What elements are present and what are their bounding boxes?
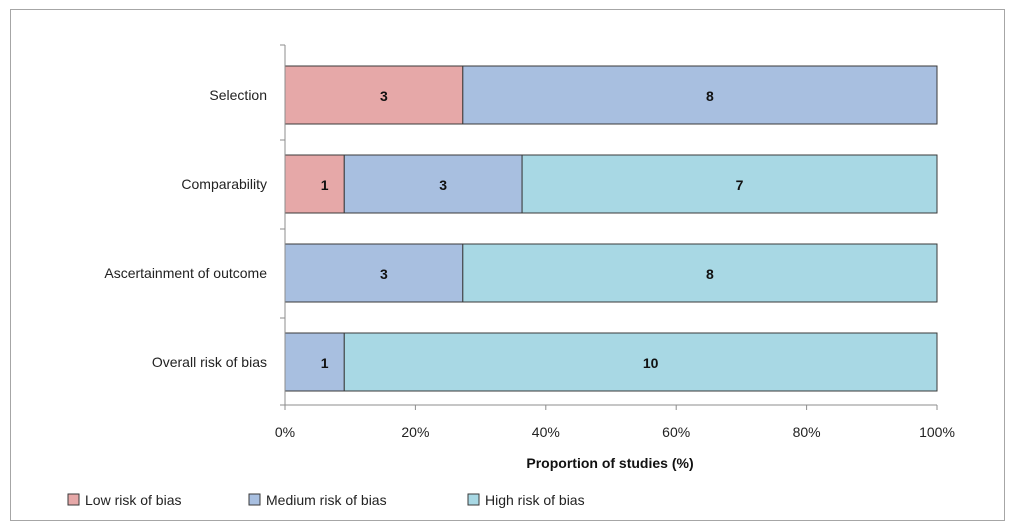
legend-label: Low risk of bias xyxy=(85,492,181,508)
legend-label: High risk of bias xyxy=(485,492,585,508)
legend-swatch xyxy=(248,493,261,506)
data-label: 8 xyxy=(706,266,714,282)
x-axis-title: Proportion of studies (%) xyxy=(526,455,693,471)
category-label: Ascertainment of outcome xyxy=(104,265,267,281)
category-label: Overall risk of bias xyxy=(152,354,267,370)
category-label: Comparability xyxy=(181,176,267,192)
legend-swatch xyxy=(67,493,80,506)
bar-segment xyxy=(284,243,464,303)
x-tick-label: 100% xyxy=(919,424,955,440)
x-tick-label: 40% xyxy=(532,424,560,440)
x-tick-label: 60% xyxy=(662,424,690,440)
x-tick-label: 80% xyxy=(793,424,821,440)
legend-label: Medium risk of bias xyxy=(266,492,387,508)
data-label: 10 xyxy=(643,355,659,371)
x-tick-label: 20% xyxy=(401,424,429,440)
data-label: 3 xyxy=(380,266,388,282)
labels-layer: 0% 20% 40% 60% 80% 100% Selection 3 8 Comparabili… xyxy=(104,87,955,440)
data-label: 1 xyxy=(321,177,329,193)
x-tick-label: 0% xyxy=(275,424,295,440)
category-label: Selection xyxy=(209,87,267,103)
bar-segment xyxy=(462,65,938,125)
bar-segment xyxy=(521,154,938,214)
bar-segment xyxy=(284,332,345,392)
bars-layer xyxy=(284,65,938,392)
axis-layer xyxy=(280,44,938,410)
bar-segment xyxy=(284,154,345,214)
bar-segment xyxy=(284,65,464,125)
data-label: 8 xyxy=(706,88,714,104)
legend: Low risk of bias Medium risk of bias High … xyxy=(67,492,585,508)
legend-swatch xyxy=(467,493,480,506)
bar-segment xyxy=(462,243,938,303)
data-label: 7 xyxy=(736,177,744,193)
bar-segment xyxy=(343,154,523,214)
bar-segment xyxy=(343,332,938,392)
data-label: 1 xyxy=(321,355,329,371)
data-label: 3 xyxy=(439,177,447,193)
data-label: 3 xyxy=(380,88,388,104)
